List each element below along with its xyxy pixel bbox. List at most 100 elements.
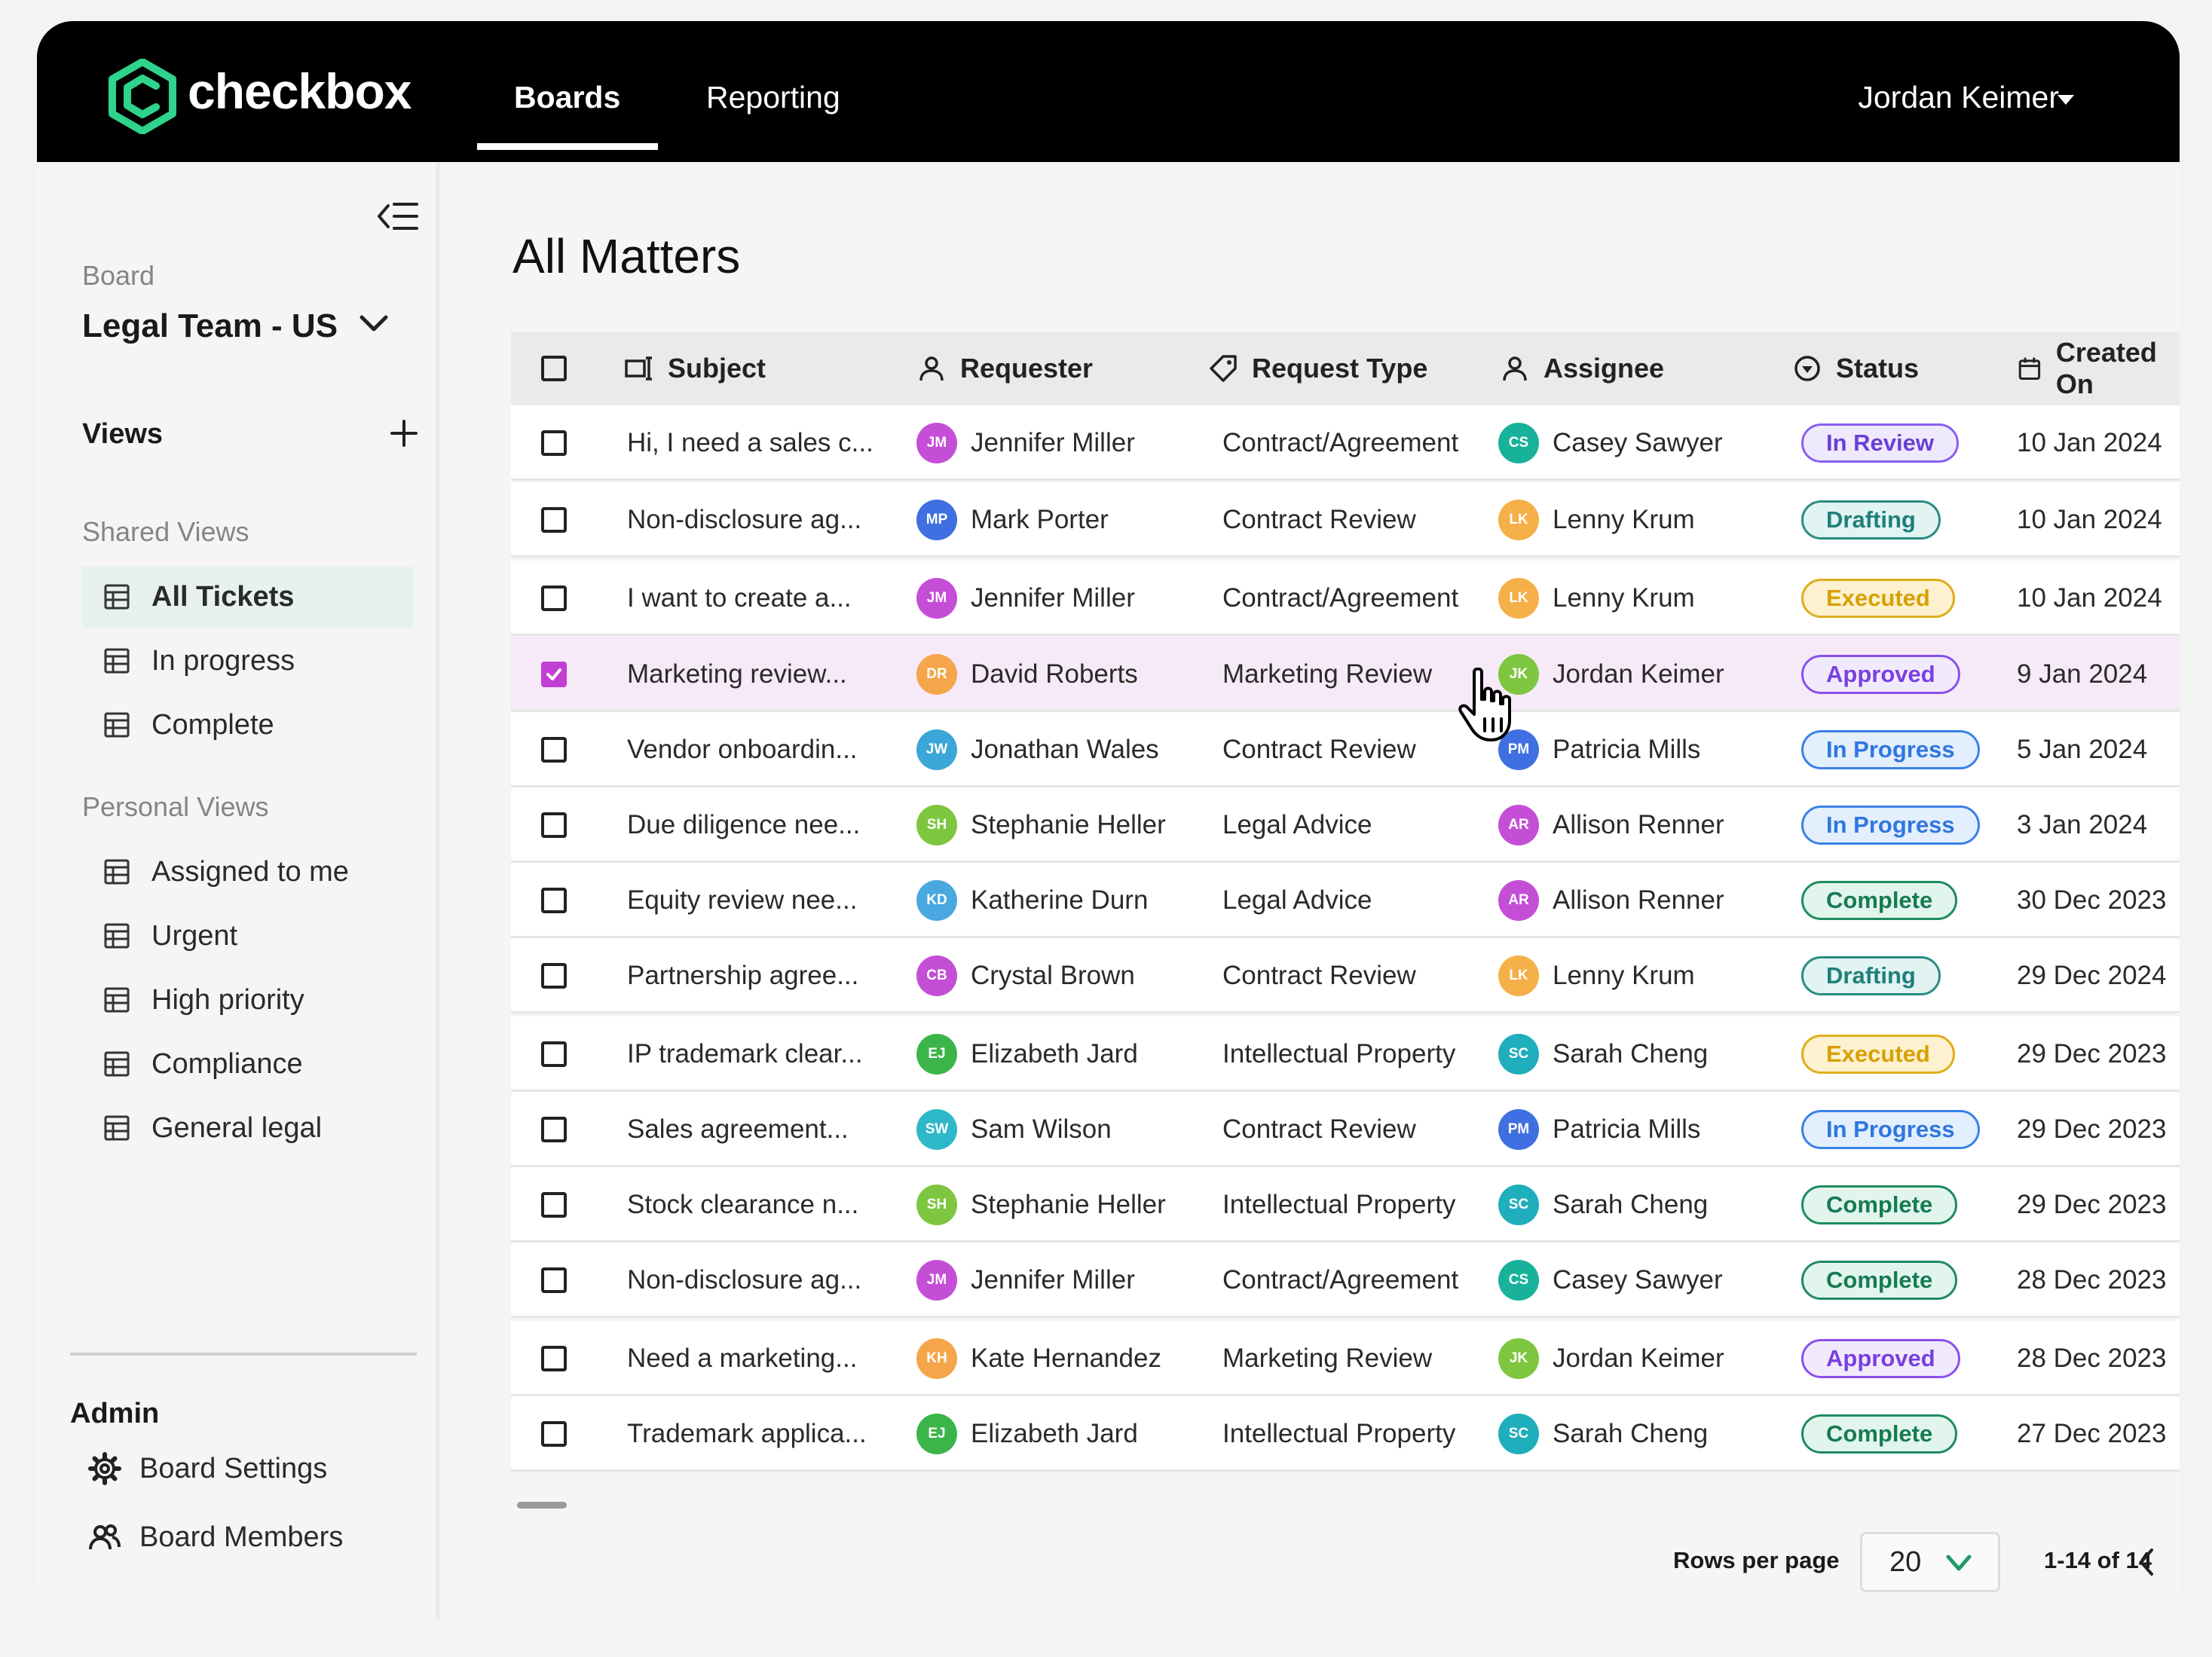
board-settings-link[interactable]: Board Settings bbox=[88, 1452, 327, 1485]
shared-view-item[interactable]: Complete bbox=[82, 694, 414, 756]
status-cell[interactable]: Complete bbox=[1801, 1396, 1958, 1472]
col-request-type[interactable]: Request Type bbox=[1208, 332, 1427, 405]
status-cell[interactable]: Complete bbox=[1801, 863, 1958, 938]
table-row[interactable]: Need a marketing... KH Kate Hernandez Marke… bbox=[511, 1321, 2180, 1396]
subject-cell[interactable]: Due diligence nee... bbox=[627, 810, 861, 839]
board-members-link[interactable]: Board Members bbox=[88, 1521, 343, 1554]
collapse-sidebar-icon[interactable] bbox=[376, 200, 418, 233]
status-cell[interactable]: In Review bbox=[1801, 405, 1959, 481]
status-badge[interactable]: Executed bbox=[1801, 1035, 1955, 1074]
table-row[interactable]: Hi, I need a sales c... JM Jennifer Miller… bbox=[511, 405, 2180, 481]
board-selector[interactable]: Legal Team - US bbox=[82, 307, 338, 344]
select-all-checkbox[interactable] bbox=[541, 356, 567, 381]
assignee-cell[interactable]: PM Patricia Mills bbox=[1498, 712, 1700, 787]
user-menu[interactable]: Jordan Keimer bbox=[1858, 80, 2059, 115]
scrollbar-thumb[interactable] bbox=[517, 1502, 567, 1509]
status-badge[interactable]: In Review bbox=[1801, 423, 1959, 463]
subject-cell[interactable]: Stock clearance n... bbox=[627, 1190, 859, 1219]
table-row[interactable]: Stock clearance n... SH Stephanie Heller In… bbox=[511, 1167, 2180, 1243]
status-badge[interactable]: Drafting bbox=[1801, 500, 1941, 540]
assignee-cell[interactable]: LK Lenny Krum bbox=[1498, 561, 1695, 636]
table-row[interactable]: Equity review nee... KD Katherine Durn Lega… bbox=[511, 863, 2180, 938]
assignee-cell[interactable]: CS Casey Sawyer bbox=[1498, 405, 1723, 481]
subject-cell[interactable]: Hi, I need a sales c... bbox=[627, 428, 873, 457]
nav-boards[interactable]: Boards bbox=[514, 80, 621, 115]
subject-cell[interactable]: Vendor onboardin... bbox=[627, 735, 858, 764]
assignee-cell[interactable]: CS Casey Sawyer bbox=[1498, 1243, 1723, 1318]
status-badge[interactable]: In Progress bbox=[1801, 730, 1980, 769]
row-checkbox[interactable] bbox=[541, 888, 567, 913]
row-checkbox[interactable] bbox=[541, 1346, 567, 1371]
row-checkbox[interactable] bbox=[541, 812, 567, 838]
row-checkbox[interactable] bbox=[541, 430, 567, 456]
subject-cell[interactable]: Partnership agree... bbox=[627, 961, 859, 990]
table-row[interactable]: IP trademark clear... EJ Elizabeth Jard Int… bbox=[511, 1017, 2180, 1092]
assignee-cell[interactable]: SC Sarah Cheng bbox=[1498, 1167, 1708, 1243]
chevron-down-icon[interactable] bbox=[357, 313, 390, 335]
table-row[interactable]: Due diligence nee... SH Stephanie Heller Le… bbox=[511, 787, 2180, 863]
row-checkbox[interactable] bbox=[541, 1041, 567, 1067]
assignee-cell[interactable]: JK Jordan Keimer bbox=[1498, 637, 1724, 712]
assignee-cell[interactable]: AR Allison Renner bbox=[1498, 787, 1724, 863]
shared-view-item[interactable]: In progress bbox=[82, 630, 414, 692]
row-checkbox[interactable] bbox=[541, 1267, 567, 1293]
checkbox-logo-icon[interactable] bbox=[105, 59, 180, 134]
col-created-on[interactable]: Created On bbox=[2017, 332, 2180, 405]
table-row[interactable]: Partnership agree... CB Crystal Brown Contr… bbox=[511, 938, 2180, 1013]
personal-view-item[interactable]: Compliance bbox=[82, 1033, 414, 1095]
status-badge[interactable]: Approved bbox=[1801, 1339, 1960, 1378]
subject-cell[interactable]: Trademark applica... bbox=[627, 1419, 867, 1448]
assignee-cell[interactable]: SC Sarah Cheng bbox=[1498, 1396, 1708, 1472]
caret-down-icon[interactable] bbox=[2057, 95, 2074, 105]
table-row[interactable]: Sales agreement... SW Sam Wilson Contract R… bbox=[511, 1092, 2180, 1167]
status-cell[interactable]: Complete bbox=[1801, 1243, 1958, 1318]
personal-view-item[interactable]: Urgent bbox=[82, 905, 414, 967]
plus-icon[interactable] bbox=[389, 418, 419, 448]
col-requester[interactable]: Requester bbox=[916, 332, 1093, 405]
status-badge[interactable]: In Progress bbox=[1801, 1110, 1980, 1149]
horizontal-scrollbar[interactable] bbox=[511, 1502, 2180, 1509]
shared-view-item[interactable]: All Tickets bbox=[82, 566, 414, 628]
status-badge[interactable]: Drafting bbox=[1801, 956, 1941, 995]
table-row[interactable]: Trademark applica... EJ Elizabeth Jard Inte… bbox=[511, 1396, 2180, 1472]
table-row[interactable]: Vendor onboardin... JW Jonathan Wales Contr… bbox=[511, 712, 2180, 787]
status-badge[interactable]: In Progress bbox=[1801, 806, 1980, 845]
status-badge[interactable]: Complete bbox=[1801, 1414, 1958, 1454]
nav-reporting[interactable]: Reporting bbox=[706, 80, 840, 115]
assignee-cell[interactable]: AR Allison Renner bbox=[1498, 863, 1724, 938]
row-checkbox[interactable] bbox=[541, 1421, 567, 1447]
col-subject[interactable]: Subject bbox=[624, 332, 766, 405]
row-checkbox[interactable] bbox=[541, 1117, 567, 1142]
table-row[interactable]: I want to create a... JM Jennifer Miller Co… bbox=[511, 561, 2180, 636]
status-cell[interactable]: In Progress bbox=[1801, 787, 1980, 863]
personal-view-item[interactable]: General legal bbox=[82, 1097, 414, 1159]
rows-per-page-select[interactable]: 20 bbox=[1860, 1532, 2000, 1592]
subject-cell[interactable]: Non-disclosure ag... bbox=[627, 1265, 862, 1295]
status-badge[interactable]: Approved bbox=[1801, 655, 1960, 694]
subject-cell[interactable]: Need a marketing... bbox=[627, 1344, 858, 1373]
status-cell[interactable]: Complete bbox=[1801, 1167, 1958, 1243]
subject-cell[interactable]: IP trademark clear... bbox=[627, 1039, 863, 1068]
chevron-left-icon[interactable] bbox=[2137, 1547, 2155, 1577]
row-checkbox[interactable] bbox=[541, 737, 567, 763]
status-badge[interactable]: Executed bbox=[1801, 579, 1955, 618]
table-row[interactable]: Non-disclosure ag... MP Mark Porter Contrac… bbox=[511, 482, 2180, 558]
row-checkbox[interactable] bbox=[541, 585, 567, 611]
subject-cell[interactable]: I want to create a... bbox=[627, 583, 852, 613]
personal-view-item[interactable]: Assigned to me bbox=[82, 841, 414, 903]
assignee-cell[interactable]: JK Jordan Keimer bbox=[1498, 1321, 1724, 1396]
personal-view-item[interactable]: High priority bbox=[82, 969, 414, 1031]
col-status[interactable]: Status bbox=[1792, 332, 1919, 405]
row-checkbox[interactable] bbox=[541, 1192, 567, 1218]
status-cell[interactable]: Approved bbox=[1801, 637, 1960, 712]
status-cell[interactable]: Executed bbox=[1801, 1017, 1955, 1092]
status-cell[interactable]: Approved bbox=[1801, 1321, 1960, 1396]
subject-cell[interactable]: Sales agreement... bbox=[627, 1114, 849, 1144]
status-cell[interactable]: In Progress bbox=[1801, 712, 1980, 787]
status-cell[interactable]: Drafting bbox=[1801, 938, 1941, 1013]
assignee-cell[interactable]: SC Sarah Cheng bbox=[1498, 1017, 1708, 1092]
status-badge[interactable]: Complete bbox=[1801, 881, 1958, 920]
subject-cell[interactable]: Non-disclosure ag... bbox=[627, 505, 862, 534]
subject-cell[interactable]: Equity review nee... bbox=[627, 885, 858, 915]
status-cell[interactable]: In Progress bbox=[1801, 1092, 1980, 1167]
